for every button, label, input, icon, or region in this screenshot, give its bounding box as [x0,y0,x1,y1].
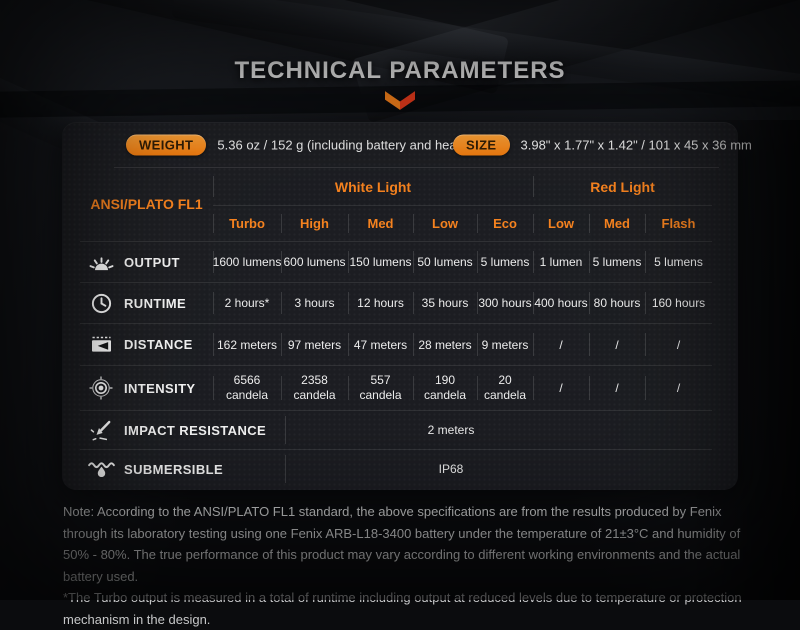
runtime-eco: 300 hours [477,283,533,323]
impact-arrow-icon [84,419,118,442]
distance-red-med: / [589,324,645,365]
runtime-turbo: 2 hours* [213,283,281,323]
impact-resistance-value: 2 meters [285,411,712,449]
footnotes: Note: According to the ANSI/PLATO FL1 st… [63,501,743,630]
weight-badge: WEIGHT [126,134,207,156]
red-light-header: Red Light [533,168,712,205]
target-intensity-icon [84,376,118,400]
mode-header-eco: Eco [477,206,533,241]
intensity-turbo: 6566 candela [213,366,281,410]
runtime-red-low: 400 hours [533,283,589,323]
mode-header-med: Med [348,206,413,241]
weight-value: 5.36 oz / 152 g (including battery and h… [217,137,498,153]
runtime-med: 12 hours [348,283,413,323]
runtime-low: 35 hours [413,283,477,323]
distance-low: 28 meters [413,324,477,365]
clock-runtime-icon [84,292,118,315]
runtime-red-med: 80 hours [589,283,645,323]
row-label: IMPACT RESISTANCE [124,422,267,438]
beam-distance-icon [84,335,118,354]
row-label-cell: OUTPUT [80,242,213,282]
output-eco: 5 lumens [477,242,533,282]
intensity-med: 557 candela [348,366,413,410]
output-flash: 5 lumens [645,242,712,282]
distance-eco: 9 meters [477,324,533,365]
distance-high: 97 meters [281,324,348,365]
row-label: OUTPUT [124,254,180,270]
intensity-high: 2358 candela [281,366,348,410]
table-header-columns: White Light Red Light Turbo High Med Low… [213,168,712,241]
output-turbo: 1600 lumens [213,242,281,282]
intensity-eco: 20 candela [477,366,533,410]
distance-turbo: 162 meters [213,324,281,365]
table-row-intensity: INTENSITY 6566 candela 2358 candela 557 … [80,365,712,410]
row-label: DISTANCE [124,337,193,352]
mode-header-turbo: Turbo [213,206,281,241]
mode-header-flash: Flash [645,206,712,241]
light-group-row: White Light Red Light [213,168,712,205]
parameters-table: ANSI/PLATO FL1 White Light Red Light Tur… [80,168,712,488]
water-drop-icon [84,459,118,480]
size-value: 3.98" x 1.77" x 1.42" / 101 x 45 x 36 mm [520,137,752,153]
table-row-impact-resistance: IMPACT RESISTANCE 2 meters [80,410,712,449]
row-label-cell: IMPACT RESISTANCE [80,411,285,449]
intensity-flash: / [645,366,712,410]
sunburst-output-icon [84,253,118,272]
mode-header-high: High [281,206,348,241]
weight-size-row: WEIGHT 5.36 oz / 152 g (including batter… [62,122,752,168]
distance-flash: / [645,324,712,365]
table-row-submersible: SUBMERSIBLE IP68 [80,449,712,488]
intensity-red-low: / [533,366,589,410]
table-row-runtime: RUNTIME 2 hours* 3 hours 12 hours 35 hou… [80,282,712,323]
output-red-low: 1 lumen [533,242,589,282]
output-high: 600 lumens [281,242,348,282]
row-label: INTENSITY [124,380,196,396]
output-low: 50 lumens [413,242,477,282]
row-label: SUBMERSIBLE [124,461,224,477]
row-label-cell: DISTANCE [80,324,213,365]
intensity-red-med: / [589,366,645,410]
white-light-header: White Light [213,168,533,205]
turbo-note: *The Turbo output is measured in a total… [63,590,742,627]
row-label-cell: INTENSITY [80,366,213,410]
mode-header-row: Turbo High Med Low Eco Low Med Flash [213,205,712,241]
runtime-high: 3 hours [281,283,348,323]
submersible-value: IP68 [285,450,712,488]
table-row-distance: DISTANCE 162 meters 97 meters 47 meters … [80,323,712,365]
table-row-output: OUTPUT 1600 lumens 600 lumens 150 lumens… [80,241,712,282]
mode-header-red-med: Med [589,206,645,241]
weight-spec: WEIGHT 5.36 oz / 152 g (including batter… [126,134,498,156]
size-spec: SIZE 3.98" x 1.77" x 1.42" / 101 x 45 x … [453,134,752,156]
distance-red-low: / [533,324,589,365]
distance-med: 47 meters [348,324,413,365]
output-red-med: 5 lumens [589,242,645,282]
ansi-fl1-label: ANSI/PLATO FL1 [90,196,203,212]
mode-header-low: Low [413,206,477,241]
row-label-cell: SUBMERSIBLE [80,450,285,488]
mode-header-red-low: Low [533,206,589,241]
page-title: TECHNICAL PARAMETERS [234,57,566,84]
intensity-low: 190 candela [413,366,477,410]
chevron-down-icon [385,91,415,111]
row-label: RUNTIME [124,295,187,311]
row-label-cell: RUNTIME [80,283,213,323]
output-med: 150 lumens [348,242,413,282]
table-header: ANSI/PLATO FL1 White Light Red Light Tur… [80,168,712,241]
spec-panel: WEIGHT 5.36 oz / 152 g (including batter… [62,122,752,490]
ansi-note: Note: According to the ANSI/PLATO FL1 st… [63,504,741,584]
runtime-flash: 160 hours [645,283,712,323]
size-badge: SIZE [453,134,510,156]
